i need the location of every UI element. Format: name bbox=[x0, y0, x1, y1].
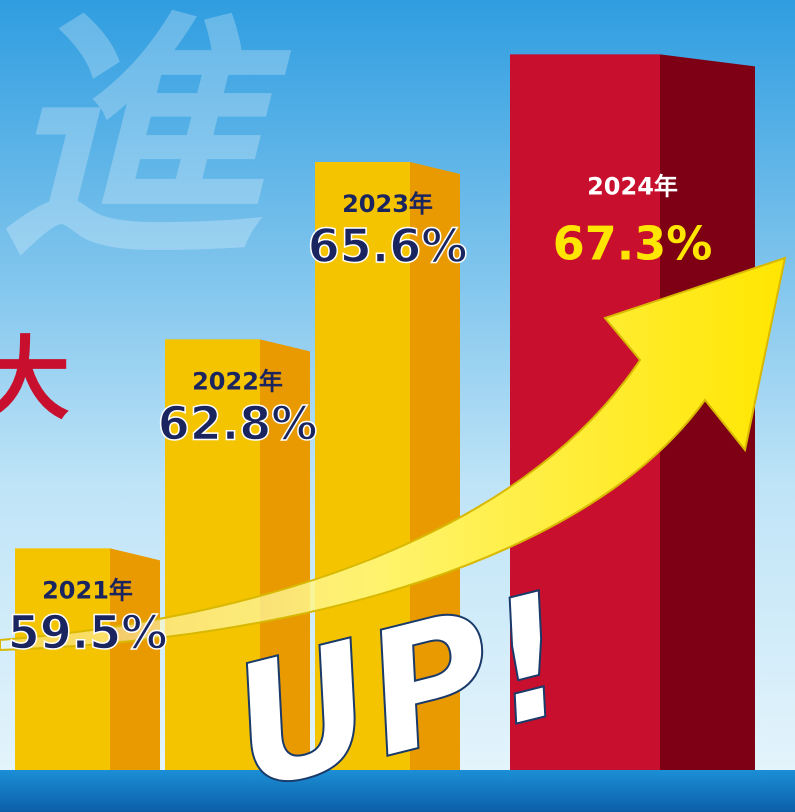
bar bbox=[315, 162, 410, 770]
side-text: 大 bbox=[0, 327, 70, 432]
bar-side bbox=[660, 54, 755, 771]
bar-side bbox=[110, 548, 160, 770]
value-label: 62.8% bbox=[158, 396, 318, 450]
bar-side bbox=[410, 162, 460, 770]
value-label: 59.5% bbox=[8, 605, 168, 659]
floor bbox=[0, 770, 795, 812]
value-label: 67.3% bbox=[553, 216, 713, 270]
bar bbox=[15, 548, 110, 770]
bars bbox=[15, 54, 755, 771]
category-label: 2023年 bbox=[342, 190, 433, 218]
bar-side bbox=[260, 339, 310, 770]
background-text: 進 bbox=[0, 0, 293, 292]
category-label: 2021年 bbox=[42, 576, 133, 604]
category-label: 2022年 bbox=[192, 367, 283, 395]
category-label: 2024年 bbox=[587, 172, 678, 200]
bar bbox=[165, 339, 260, 770]
value-label: 65.6% bbox=[308, 219, 468, 273]
arrow bbox=[0, 256, 787, 652]
